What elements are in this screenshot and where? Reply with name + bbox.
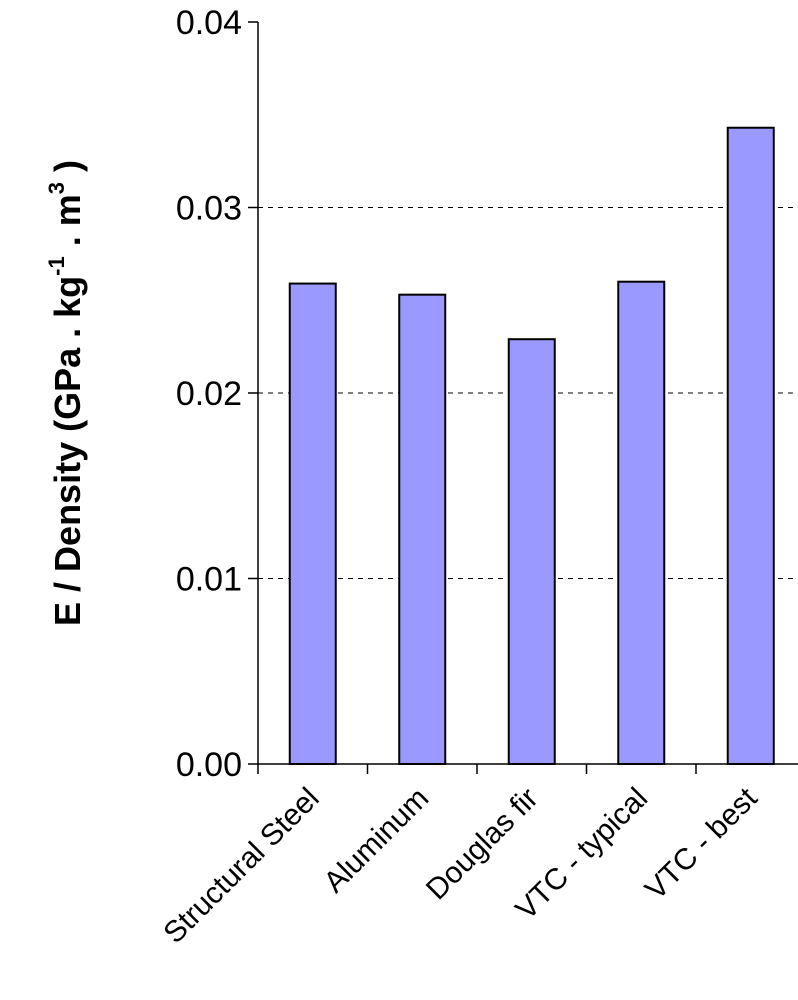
y-axis-title: E / Density (GPa . kg-1 . m3 ) (44, 160, 88, 626)
x-tick-label: Structural Steel (157, 782, 325, 950)
x-tick-label: Aluminum (318, 782, 436, 900)
y-tick-label: 0.01 (176, 561, 242, 599)
y-axis-title-main: E / Density (GPa . kg (47, 276, 88, 626)
y-axis-title-mid: . m (47, 194, 88, 256)
bar (726, 126, 775, 766)
y-tick-label: 0.04 (176, 4, 242, 42)
y-axis-title-end: ) (47, 160, 88, 182)
y-axis-title-exp2: 3 (44, 182, 69, 194)
x-tick-label: VTC - best (639, 781, 764, 906)
y-tick-label: 0.02 (176, 375, 242, 413)
bar (507, 338, 556, 765)
y-ticks: 0.00 0.01 0.02 0.03 0.04 (176, 4, 258, 784)
bar (617, 280, 666, 765)
bars (288, 126, 775, 766)
y-tick-label: 0.03 (176, 190, 242, 228)
bar (288, 282, 337, 765)
y-tick-label: 0.00 (176, 746, 242, 784)
x-ticks (257, 764, 697, 774)
y-axis-title-exp1: -1 (44, 256, 69, 276)
bar (398, 293, 447, 765)
